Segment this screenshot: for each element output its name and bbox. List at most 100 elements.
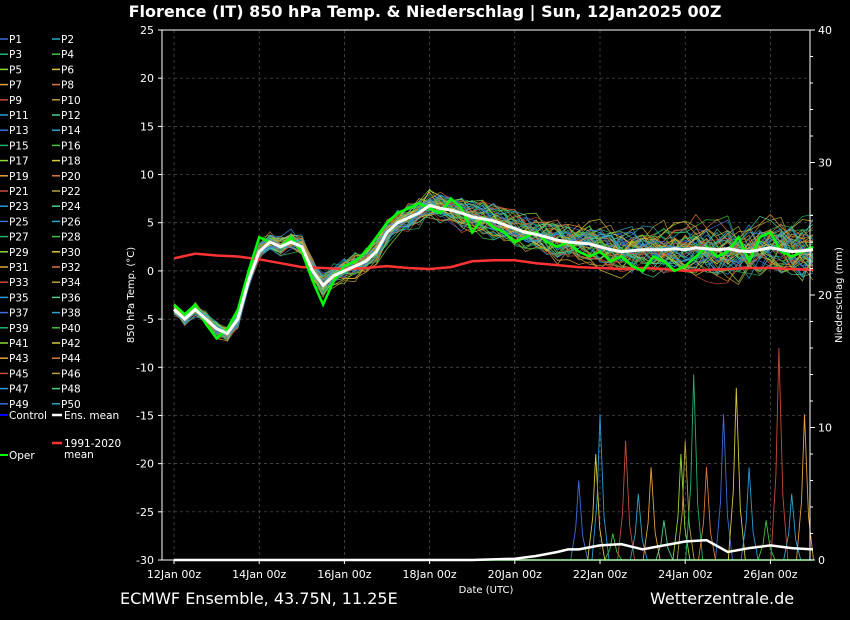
tick-label-x: 22Jan 00z <box>573 568 627 581</box>
legend-label-P4: P4 <box>61 49 74 61</box>
y-axis-label-left: 850 hPa Temp. (°C) <box>126 247 137 343</box>
precip-peak-line <box>617 440 636 561</box>
legend-label-P29: P29 <box>9 247 29 259</box>
tick-label-right: 0 <box>818 554 825 567</box>
tick-label-left: -15 <box>136 409 154 422</box>
tick-label-x: 26Jan 00z <box>743 568 797 581</box>
x-axis-label: Date (UTC) <box>459 585 514 596</box>
tick-label-right: 10 <box>818 422 832 435</box>
precip-peak-line <box>770 347 789 561</box>
ens-mean-line <box>172 203 814 336</box>
legend-label-P50: P50 <box>61 399 81 411</box>
footer-model-info: ECMWF Ensemble, 43.75N, 11.25E <box>120 589 398 608</box>
tick-label-left: -30 <box>136 554 154 567</box>
tick-label-left: 10 <box>140 169 154 182</box>
legend-label-P44: P44 <box>61 353 81 365</box>
precipitation-lines <box>174 347 814 561</box>
footer-brand: Wetterzentrale.de <box>650 589 795 608</box>
legend-label-P35: P35 <box>9 292 29 304</box>
legend-label-P17: P17 <box>9 156 29 168</box>
legend-label-P1: P1 <box>9 34 22 46</box>
legend-label-P32: P32 <box>61 262 81 274</box>
legend-label-P42: P42 <box>61 338 81 350</box>
legend-label-P21: P21 <box>9 186 29 198</box>
legend-label-P49: P49 <box>9 399 29 411</box>
legend-label-climate-line2: mean <box>64 449 94 461</box>
tick-label-left: 5 <box>147 217 154 230</box>
legend-label-P27: P27 <box>9 232 29 244</box>
legend-label-P33: P33 <box>9 277 29 289</box>
legend-label-P6: P6 <box>61 64 74 76</box>
legend-label-ens-mean: Ens. mean <box>64 410 119 422</box>
precip-peak-line <box>698 467 716 561</box>
legend-label-P25: P25 <box>9 216 29 228</box>
precip-peak-line <box>715 414 733 561</box>
legend-label-P9: P9 <box>9 95 22 107</box>
tick-label-x: 12Jan 00z <box>147 568 201 581</box>
legend-label-P40: P40 <box>61 323 81 335</box>
precip-peak-line <box>796 414 814 561</box>
legend-label-P28: P28 <box>61 232 81 244</box>
legend-label-P11: P11 <box>9 110 29 122</box>
tick-label-right: 30 <box>818 157 832 170</box>
tick-label-left: 20 <box>140 72 154 85</box>
legend-label-P34: P34 <box>61 277 81 289</box>
tick-label-right: 20 <box>818 289 832 302</box>
precip-peak-line <box>676 440 695 561</box>
legend-label-oper: Oper <box>9 450 35 462</box>
precip-peak-line <box>740 467 759 561</box>
legend-label-P19: P19 <box>9 171 29 183</box>
legend-label-P48: P48 <box>61 384 81 396</box>
legend-label-P2: P2 <box>61 34 74 46</box>
tick-label-left: -10 <box>136 361 154 374</box>
legend-label-climate: 1991-2020 mean <box>64 438 121 461</box>
y-axis-label-right: Niederschlag (mm) <box>834 247 845 343</box>
legend-label-P38: P38 <box>61 308 81 320</box>
member-line-P6 <box>173 189 814 337</box>
legend-label-P24: P24 <box>61 201 81 213</box>
main-series-lines <box>172 196 814 562</box>
precip-peak-line <box>591 414 610 561</box>
legend-label-P47: P47 <box>9 384 29 396</box>
precip-peak-line <box>685 374 704 561</box>
member-line-P36 <box>173 203 814 333</box>
chart-title: Florence (IT) 850 hPa Temp. & Niederschl… <box>128 2 722 21</box>
ensemble-member-lines <box>173 188 814 342</box>
legend-label-P18: P18 <box>61 156 81 168</box>
member-line-P29 <box>173 188 814 333</box>
tick-label-left: -25 <box>136 506 154 519</box>
legend-label-P13: P13 <box>9 125 29 137</box>
tick-label-x: 20Jan 00z <box>488 568 542 581</box>
legend-label-P10: P10 <box>61 95 81 107</box>
precip-peak-line <box>655 520 674 561</box>
legend-label-P14: P14 <box>61 125 81 137</box>
precip-peak-line <box>783 493 802 561</box>
legend: P1 P2 P3 P4 P5 P6 P7 P8 P9 P10 P11 P12 P13 P14 P15 P16 P… <box>0 34 121 462</box>
legend-label-P30: P30 <box>61 247 81 259</box>
tick-label-x: 14Jan 00z <box>232 568 286 581</box>
legend-label-P8: P8 <box>61 80 74 92</box>
legend-label-P41: P41 <box>9 338 29 350</box>
tick-label-left: 15 <box>140 120 154 133</box>
legend-label-P23: P23 <box>9 201 29 213</box>
legend-label-P3: P3 <box>9 49 22 61</box>
x-axis-ticks: 12Jan 00z 14Jan 00z 16Jan 00z 18Jan 00z 20Ja… <box>147 560 798 581</box>
precip-peak-line <box>727 387 746 561</box>
tick-label-left: -20 <box>136 458 154 471</box>
legend-label-P20: P20 <box>61 171 81 183</box>
tick-label-left: 25 <box>140 24 154 37</box>
legend-label-P26: P26 <box>61 216 81 228</box>
legend-label-P22: P22 <box>61 186 81 198</box>
legend-label-control: Control <box>9 410 47 422</box>
tick-label-x: 24Jan 00z <box>658 568 712 581</box>
legend-label-P37: P37 <box>9 308 29 320</box>
climate-mean-line <box>173 252 814 273</box>
legend-label-P15: P15 <box>9 140 29 152</box>
legend-label-climate-line1: 1991-2020 <box>64 438 121 450</box>
precip-peak-line <box>642 467 661 561</box>
legend-label-P12: P12 <box>61 110 81 122</box>
tick-label-x: 18Jan 00z <box>402 568 456 581</box>
grid-lines <box>162 29 810 561</box>
legend-label-P43: P43 <box>9 353 29 365</box>
